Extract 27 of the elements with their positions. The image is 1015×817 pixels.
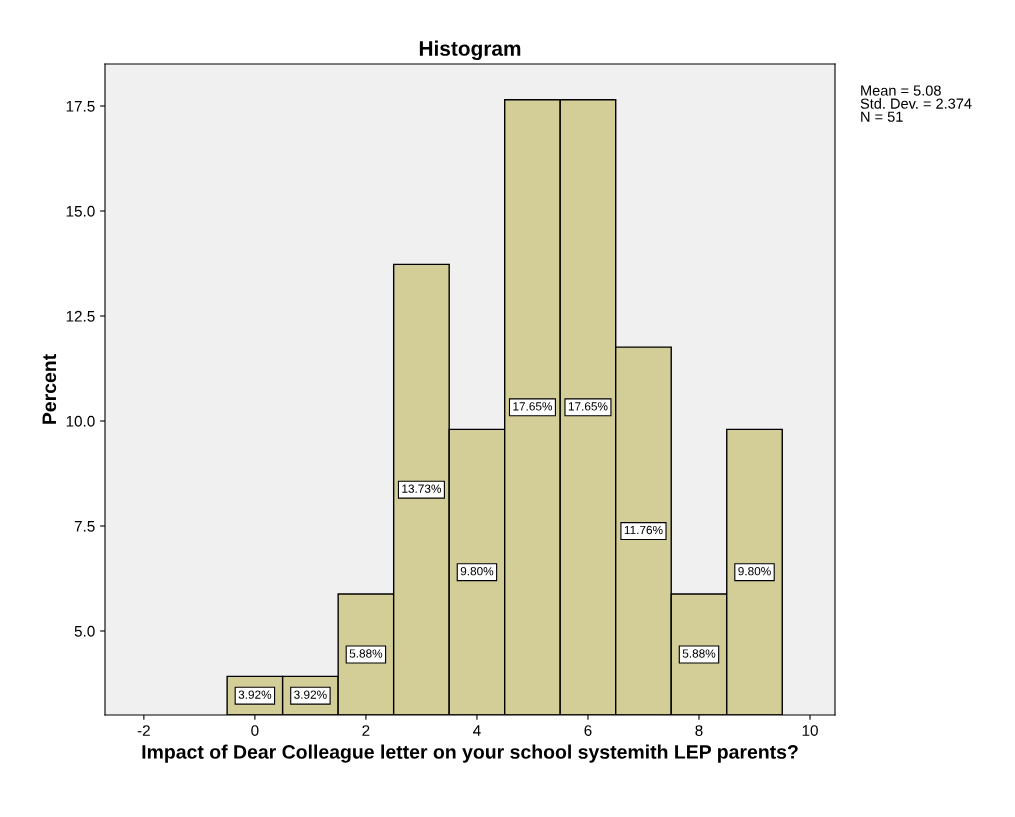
x-tick-label: 10 bbox=[802, 725, 818, 736]
y-tick-label: 15.0 bbox=[66, 205, 95, 217]
x-tick-label: 2 bbox=[362, 725, 370, 736]
y-tick-label: 7.5 bbox=[74, 521, 95, 532]
y-tick-label: 10.0 bbox=[66, 415, 95, 427]
x-tick-label: 4 bbox=[473, 725, 481, 736]
y-tick-label: 5.0 bbox=[74, 625, 95, 637]
data-label: 5.88% bbox=[682, 649, 716, 658]
x-axis-title: Impact of Dear Colleague letter on your school systemith LEP parents? bbox=[142, 744, 798, 763]
data-label: 3.92% bbox=[238, 690, 272, 699]
y-tick-label: 12.5 bbox=[66, 310, 95, 322]
text: Mean = 5.08 Std. Dev. = 2.374 N = 51 bbox=[860, 85, 972, 122]
data-label: 11.76% bbox=[624, 525, 663, 535]
data-label: 17.65% bbox=[513, 402, 553, 411]
data-label: 13.73% bbox=[402, 484, 442, 493]
y-axis-title: Percent bbox=[42, 354, 57, 424]
x-tick-label: 6 bbox=[584, 725, 592, 736]
y-tick-label: 17.5 bbox=[66, 101, 95, 112]
x-tick-label: -2 bbox=[137, 725, 150, 736]
data-label: 3.92% bbox=[294, 690, 327, 699]
x-tick-label: 0 bbox=[251, 725, 259, 736]
x-tick-label: 8 bbox=[695, 725, 703, 736]
chart-title: Histogram bbox=[419, 40, 521, 61]
data-label: 9.80% bbox=[460, 567, 494, 576]
data-label: 9.80% bbox=[738, 567, 771, 576]
data-label: 5.88% bbox=[349, 649, 383, 658]
data-label: 17.65% bbox=[568, 402, 608, 411]
